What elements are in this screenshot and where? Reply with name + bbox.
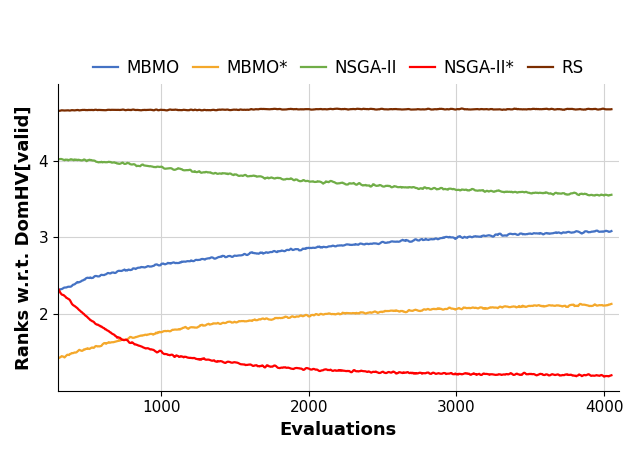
RS [54, 108, 62, 114]
Line: NSGA-II*: NSGA-II* [58, 288, 611, 377]
RS [380, 107, 388, 112]
MBMO [152, 262, 160, 267]
RS [458, 106, 465, 111]
RS [424, 106, 431, 112]
MBMO [593, 228, 600, 233]
NSGA-II [305, 179, 313, 184]
MBMO* [424, 306, 431, 312]
MBMO [196, 257, 204, 262]
NSGA-II [381, 183, 389, 189]
Line: MBMO: MBMO [58, 231, 611, 291]
Line: RS: RS [58, 109, 611, 111]
NSGA-II* [607, 373, 615, 378]
NSGA-II [605, 193, 612, 198]
RS [607, 107, 615, 112]
MBMO* [471, 305, 479, 311]
Line: MBMO*: MBMO* [58, 304, 611, 358]
NSGA-II* [152, 349, 160, 355]
NSGA-II [607, 192, 615, 197]
MBMO [607, 228, 615, 234]
MBMO [305, 245, 312, 251]
NSGA-II* [196, 356, 204, 362]
NSGA-II* [305, 366, 312, 371]
MBMO* [380, 309, 388, 314]
Y-axis label: Ranks w.r.t. DomHV[valid]: Ranks w.r.t. DomHV[valid] [15, 105, 33, 370]
MBMO [54, 288, 62, 293]
RS [196, 107, 204, 113]
NSGA-II [153, 164, 161, 169]
NSGA-II [57, 156, 65, 162]
RS [472, 107, 479, 112]
Legend: MBMO, MBMO*, NSGA-II, NSGA-II*, RS: MBMO, MBMO*, NSGA-II, NSGA-II*, RS [86, 52, 590, 84]
NSGA-II [425, 185, 433, 191]
NSGA-II* [380, 370, 388, 375]
NSGA-II* [424, 370, 431, 375]
NSGA-II* [471, 371, 479, 377]
MBMO [424, 237, 431, 242]
RS [152, 107, 160, 112]
NSGA-II [197, 170, 205, 176]
NSGA-II [54, 156, 62, 162]
NSGA-II* [54, 286, 62, 291]
MBMO* [196, 322, 204, 328]
MBMO* [607, 301, 615, 306]
NSGA-II* [600, 374, 608, 380]
MBMO [471, 234, 479, 239]
MBMO* [54, 355, 62, 361]
NSGA-II [472, 188, 479, 193]
RS [305, 106, 312, 112]
MBMO* [305, 314, 312, 319]
MBMO [380, 240, 388, 245]
Line: NSGA-II: NSGA-II [58, 159, 611, 196]
MBMO* [152, 330, 160, 336]
X-axis label: Evaluations: Evaluations [280, 421, 397, 439]
